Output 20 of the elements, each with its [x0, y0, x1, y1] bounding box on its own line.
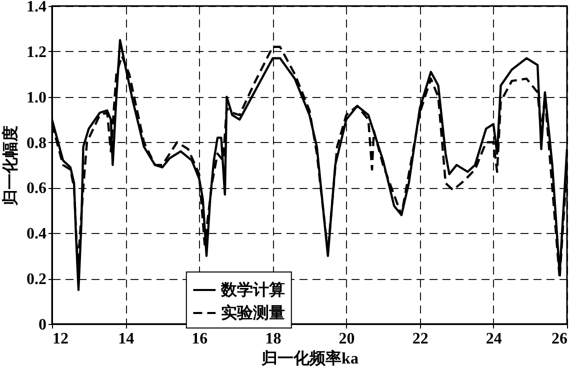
x-tick-label: 26 — [552, 330, 568, 348]
x-tick-label: 16 — [192, 330, 208, 348]
y-tick-label: 1.0 — [26, 89, 46, 106]
y-tick-label: 0.8 — [26, 134, 46, 152]
x-tick-label: 14 — [118, 330, 134, 348]
x-tick-label: 20 — [338, 330, 355, 348]
x-tick-label: 22 — [412, 330, 428, 348]
y-tick-label: 1.2 — [26, 44, 46, 61]
x-tick-label: 24 — [486, 330, 502, 348]
x-tick-label: 18 — [265, 330, 282, 348]
y-tick-label: 0.6 — [26, 180, 46, 198]
y-tick-label: 0.4 — [26, 226, 46, 243]
x-tick-label: 12 — [52, 330, 68, 348]
legend-label: 实验测量 — [220, 304, 285, 322]
x-axis-title: 归一化频率ka — [260, 348, 358, 368]
y-tick-label: 0 — [38, 316, 46, 334]
legend-label: 数学计算 — [220, 281, 285, 300]
y-tick-label: 1.4 — [26, 0, 46, 16]
y-axis-title: 归一化幅度 — [0, 126, 20, 206]
y-tick-label: 0.2 — [26, 271, 46, 288]
